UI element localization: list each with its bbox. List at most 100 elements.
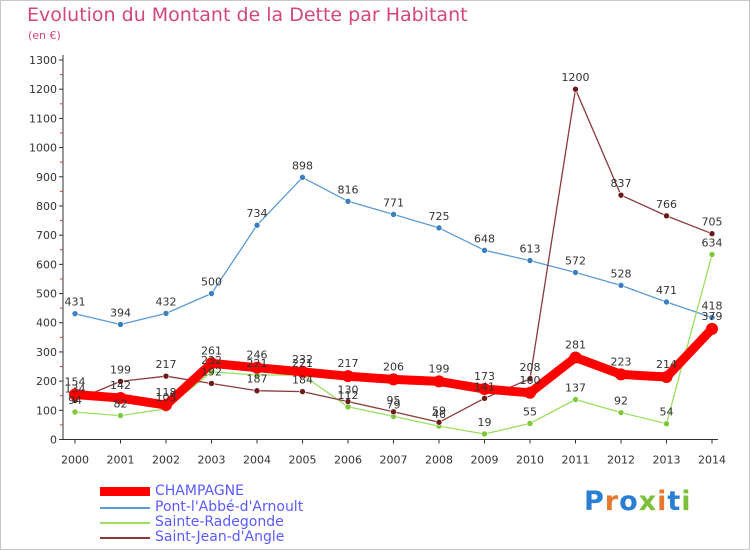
data-point [481, 430, 488, 438]
series-saint-jean-d-angle [71, 85, 716, 426]
data-label: 214 [656, 358, 677, 371]
proxiti-logo: Proxiti [584, 486, 692, 517]
logo-letter: r [604, 486, 620, 517]
data-label: 192 [201, 365, 222, 378]
data-label: 281 [565, 338, 586, 351]
y-tick-label: 1000 [29, 142, 57, 155]
data-point [706, 322, 718, 335]
data-point [708, 314, 716, 321]
x-tick-label: 2009 [471, 454, 499, 467]
series-layer [69, 85, 718, 438]
data-point [390, 211, 397, 218]
data-label: 79 [387, 398, 401, 411]
data-point [708, 230, 716, 237]
data-label: 1200 [562, 71, 590, 84]
data-label: 232 [201, 354, 222, 367]
data-point [572, 396, 579, 403]
data-label: 199 [429, 362, 450, 375]
legend-label: Sainte-Radegonde [155, 514, 284, 530]
y-tick-label: 600 [36, 258, 57, 271]
legend-label: CHAMPAGNE [155, 483, 245, 499]
data-point [572, 269, 579, 276]
y-tick-label: 100 [36, 404, 57, 417]
data-point [435, 224, 443, 232]
data-point [478, 382, 491, 395]
data-label: 837 [611, 177, 632, 190]
data-label: 379 [702, 310, 723, 323]
data-point [114, 392, 127, 405]
data-label: 46 [432, 408, 446, 421]
data-label: 141 [474, 380, 495, 393]
data-point [208, 290, 215, 297]
logo-letter: x [638, 486, 658, 517]
x-tick-label: 2012 [607, 454, 635, 467]
data-point [526, 375, 534, 383]
data-label: 734 [247, 207, 268, 220]
data-point [569, 351, 582, 364]
data-point [205, 357, 218, 370]
data-point [526, 257, 534, 264]
data-label: 394 [110, 306, 131, 319]
y-tick-label: 500 [36, 288, 57, 301]
x-tick-label: 2004 [243, 454, 271, 467]
data-label: 105 [156, 391, 177, 404]
data-point [71, 408, 79, 416]
data-point [663, 298, 670, 306]
x-tick-label: 2001 [107, 454, 135, 467]
legend-label: Pont-l'Abbé-d'Arnoult [155, 499, 304, 515]
data-label: 187 [247, 373, 268, 386]
data-label: 208 [520, 361, 541, 374]
data-point [615, 368, 627, 381]
data-label: 94 [68, 394, 82, 407]
legend-label: Saint-Jean-d'Angle [155, 529, 285, 545]
data-label: 898 [292, 159, 313, 172]
data-point [160, 399, 172, 412]
unit-label: (en €) [28, 29, 61, 42]
data-label: 82 [114, 398, 128, 411]
data-point [162, 310, 170, 317]
logo-letter: o [619, 486, 639, 517]
data-label: 418 [702, 299, 723, 312]
y-tick-label: 1300 [29, 54, 57, 67]
data-point [69, 388, 81, 401]
data-point [663, 420, 670, 428]
logo-letter: i [681, 486, 692, 517]
data-label: 634 [702, 236, 723, 249]
legend-swatch [100, 487, 150, 496]
data-point [299, 388, 306, 395]
data-point [617, 282, 625, 289]
data-point [481, 247, 488, 254]
data-label: 232 [292, 353, 313, 366]
data-point [251, 361, 263, 374]
data-label: 705 [702, 216, 723, 229]
data-label: 154 [65, 376, 86, 389]
data-point [663, 212, 670, 220]
data-point [524, 386, 536, 399]
data-label: 471 [656, 284, 677, 297]
data-point [344, 197, 352, 205]
data-label: 206 [383, 360, 404, 373]
x-tick-label: 2008 [425, 454, 453, 467]
data-label: 142 [110, 379, 131, 392]
data-label: 432 [156, 295, 177, 308]
data-point [344, 398, 352, 405]
x-tick-label: 2010 [516, 454, 544, 467]
data-point [617, 191, 625, 199]
data-label: 184 [292, 374, 313, 387]
x-tick-label: 2000 [61, 454, 89, 467]
logo-letter: i [657, 486, 668, 517]
legend-swatch [100, 522, 150, 524]
data-point [526, 420, 534, 427]
data-label: 130 [338, 384, 359, 397]
y-tick-label: 0 [50, 434, 57, 447]
data-label: 572 [565, 255, 586, 268]
x-tick-label: 2007 [380, 454, 408, 467]
data-point [296, 365, 309, 378]
data-label: 528 [611, 267, 632, 280]
data-label: 500 [201, 276, 222, 289]
data-labels-layer: 154 142 118 261 246 232 217 206 199 173 160 281 223 2… [65, 71, 723, 429]
y-tick-label: 200 [36, 375, 57, 388]
x-tick-label: 2011 [562, 454, 590, 467]
data-label: 261 [201, 344, 222, 357]
